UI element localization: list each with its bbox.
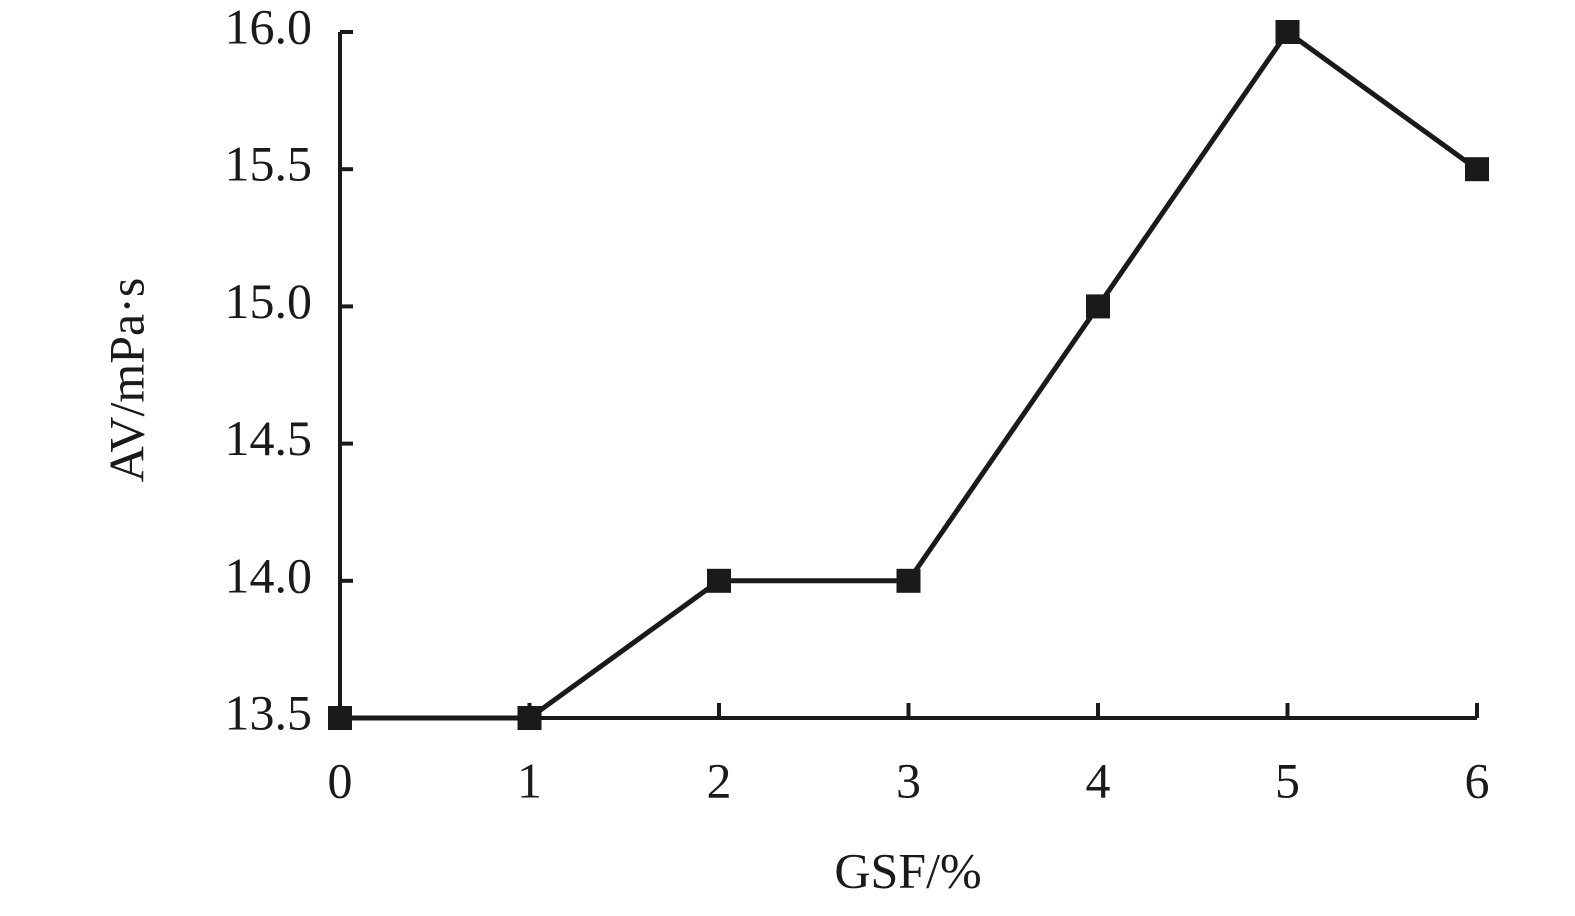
marker	[328, 706, 352, 730]
y-tick-label: 14.5	[225, 410, 313, 466]
x-tick-label: 4	[1086, 752, 1111, 808]
x-tick-label: 6	[1465, 752, 1490, 808]
x-tick-label: 1	[517, 752, 542, 808]
marker	[517, 706, 542, 730]
y-tick-label: 16.0	[225, 0, 313, 54]
y-tick-label: 15.5	[225, 136, 313, 192]
marker	[1465, 157, 1489, 182]
y-tick-label: 15.0	[225, 273, 313, 329]
x-tick-label: 0	[328, 752, 353, 808]
marker	[1086, 294, 1110, 319]
y-tick-label: 13.5	[225, 684, 313, 740]
marker	[707, 568, 731, 593]
line	[340, 28, 1479, 721]
x-axis-title: GSF/%	[834, 842, 981, 898]
x-tick-label: 5	[1275, 752, 1300, 808]
y-axis-title: AV/mPa·s	[98, 278, 154, 483]
marker	[896, 568, 921, 593]
y-tick-label: 14.0	[225, 547, 313, 603]
x-tick-label: 3	[896, 752, 921, 808]
marker	[1275, 20, 1300, 44]
x-tick-label: 2	[707, 752, 732, 808]
